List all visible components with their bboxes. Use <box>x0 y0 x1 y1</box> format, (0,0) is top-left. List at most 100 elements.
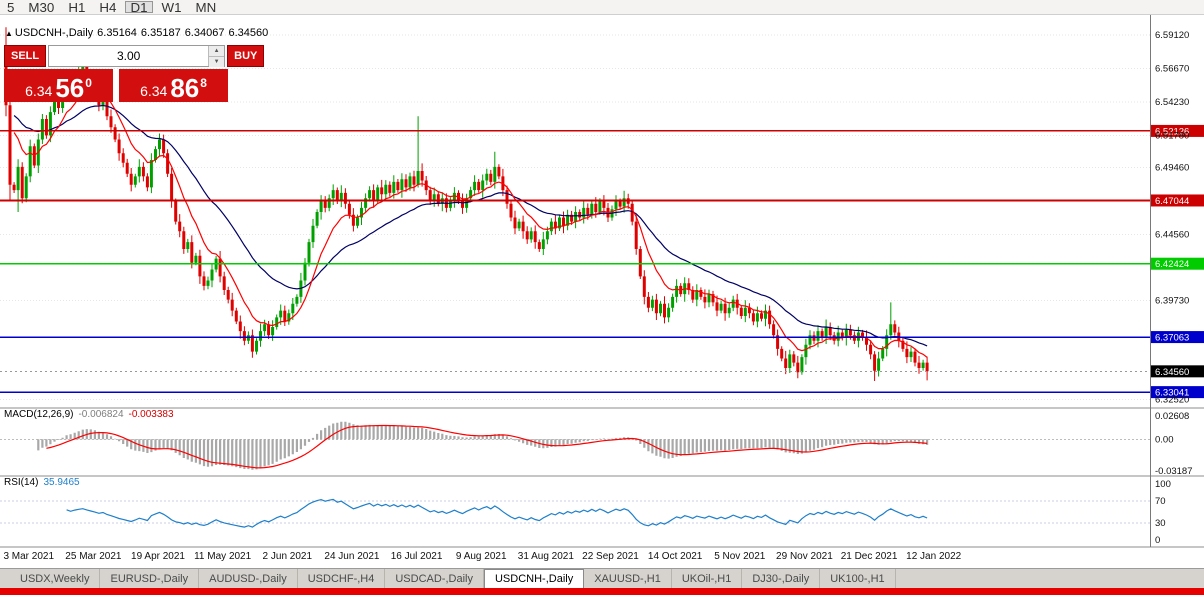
macd-signal-value: -0.003383 <box>128 409 174 420</box>
bar-high: 6.35187 <box>140 27 181 39</box>
price-axis-tick: 6.32520 <box>1155 394 1189 405</box>
price-axis-tick: 6.39730 <box>1155 296 1189 307</box>
price-axis-tick: 6.49460 <box>1155 162 1189 173</box>
rsi-indicator-label: RSI(14) 35.9465 <box>4 477 80 488</box>
rsi-axis-tick: 100 <box>1155 479 1171 490</box>
macd-axis-tick: 0.02608 <box>1155 411 1189 422</box>
current-price-tag <box>1151 365 1204 378</box>
rsi-line <box>66 498 928 528</box>
x-axis-label: 9 Aug 2021 <box>456 551 507 562</box>
level-price-tag <box>1151 331 1204 344</box>
buy-price-box[interactable]: 6.34 86 8 <box>119 69 228 102</box>
chart-tab-usdcnh-daily[interactable]: USDCNH-,Daily <box>483 569 585 588</box>
sell-price-box[interactable]: 6.34 56 0 <box>4 69 113 102</box>
level-price-tag-text: 6.42424 <box>1155 259 1189 270</box>
x-axis-label: 24 Jun 2021 <box>324 551 379 562</box>
x-axis-label: 12 Jan 2022 <box>906 551 961 562</box>
bar-open: 6.35164 <box>97 27 137 39</box>
macd-signal-line <box>46 424 928 469</box>
rsi-axis-tick: 70 <box>1155 496 1166 507</box>
macd-indicator-label: MACD(12,26,9) -0.006824 -0.003383 <box>4 409 174 420</box>
x-axis-label: 31 Aug 2021 <box>518 551 575 562</box>
bottom-red-strip <box>0 588 1204 595</box>
x-axis-label: 2 Jun 2021 <box>263 551 313 562</box>
rsi-value: 35.9465 <box>43 477 80 488</box>
sell-price-pip: 0 <box>85 76 92 90</box>
timeframe-button-mn[interactable]: MN <box>191 1 222 14</box>
ma-slow-line <box>13 104 928 347</box>
buy-price-prefix: 6.34 <box>140 82 168 99</box>
chart-tab-usdcad-daily[interactable]: USDCAD-,Daily <box>385 569 484 588</box>
macd-axis-tick: 0.00 <box>1155 434 1174 445</box>
level-price-tag <box>1151 257 1204 270</box>
bar-low: 6.34067 <box>184 27 225 39</box>
timeframe-button-5[interactable]: 5 <box>2 1 19 14</box>
bar-close: 6.34560 <box>228 27 269 39</box>
level-price-tag-text: 6.47044 <box>1155 196 1189 207</box>
chart-info-line: ▲ USDCNH-,Daily 6.35164 6.35187 6.34067 6.345… <box>5 27 272 39</box>
chart-tab-usdchf-h4[interactable]: USDCHF-,H4 <box>298 569 386 588</box>
x-axis-label: 16 Jul 2021 <box>391 551 443 562</box>
level-price-tag <box>1151 386 1204 399</box>
level-price-tag <box>1151 194 1204 207</box>
chart-tab-dj30-daily[interactable]: DJ30-,Daily <box>742 569 821 588</box>
macd-main-value: -0.006824 <box>78 409 124 420</box>
chart-tab-audusd-daily[interactable]: AUDUSD-,Daily <box>199 569 298 588</box>
price-axis-tick: 6.56670 <box>1155 64 1189 75</box>
volume-decrease-button[interactable]: ▼ <box>209 57 225 67</box>
time-axis[interactable] <box>0 548 1150 566</box>
volume-increase-button[interactable]: ▲ <box>209 46 225 57</box>
chart-tab-usdx-weekly[interactable]: USDX,Weekly <box>10 569 101 588</box>
price-axis-tick: 6.51780 <box>1155 131 1189 142</box>
volume-field: ▲ ▼ <box>48 45 226 67</box>
sell-button[interactable]: SELL <box>4 45 47 67</box>
timeframe-button-d1[interactable]: D1 <box>125 1 153 14</box>
rsi-axis-tick: 30 <box>1155 518 1166 529</box>
macd-name: MACD(12,26,9) <box>4 409 74 420</box>
timeframe-button-m30[interactable]: M30 <box>23 1 59 14</box>
chart-tab-ukoil-h1[interactable]: UKOil-,H1 <box>672 569 743 588</box>
x-axis-label: 3 Mar 2021 <box>3 551 54 562</box>
x-axis-label: 22 Sep 2021 <box>582 551 639 562</box>
x-axis-label: 19 Apr 2021 <box>131 551 185 562</box>
level-price-tag <box>1151 124 1204 137</box>
chart-tab-bar: USDX,Weekly EURUSD-,Daily AUDUSD-,Daily USD… <box>0 568 1204 588</box>
chart-tab-eurusd-daily[interactable]: EURUSD-,Daily <box>100 569 200 588</box>
chart-shift-icon: ▲ <box>5 29 13 38</box>
level-price-tag-text: 6.37063 <box>1155 333 1189 344</box>
price-axis-tick: 6.59120 <box>1155 30 1189 41</box>
rsi-panel-surface[interactable] <box>0 477 1150 546</box>
x-axis-label: 21 Dec 2021 <box>841 551 898 562</box>
price-axis[interactable] <box>1150 14 1204 547</box>
timeframe-button-h4[interactable]: H4 <box>94 1 121 14</box>
sell-price-big: 56 <box>55 72 85 103</box>
x-axis-label: 5 Nov 2021 <box>714 551 766 562</box>
buy-price-pip: 8 <box>200 76 207 90</box>
chart-tab-uk100-h1[interactable]: UK100-,H1 <box>820 569 896 588</box>
x-axis-label: 29 Nov 2021 <box>776 551 833 562</box>
volume-spinner: ▲ ▼ <box>208 46 225 67</box>
timeframe-button-h1[interactable]: H1 <box>63 1 90 14</box>
buy-button[interactable]: BUY <box>227 45 265 67</box>
chart-tab-xauusd-h1[interactable]: XAUUSD-,H1 <box>584 569 672 588</box>
macd-axis-tick: -0.03187 <box>1155 466 1193 477</box>
timeframe-button-w1[interactable]: W1 <box>157 1 187 14</box>
ma-fast-line <box>13 87 928 358</box>
sell-price-prefix: 6.34 <box>25 82 53 99</box>
rsi-axis-tick: 0 <box>1155 535 1160 546</box>
x-axis-label: 11 May 2021 <box>194 551 252 562</box>
current-price-tag-text: 6.34560 <box>1155 367 1189 378</box>
price-axis-tick: 6.44560 <box>1155 229 1189 240</box>
level-price-tag-text: 6.52126 <box>1155 126 1189 137</box>
volume-input[interactable] <box>49 46 209 66</box>
x-axis-label: 14 Oct 2021 <box>648 551 703 562</box>
rsi-name: RSI(14) <box>4 477 39 488</box>
timeframe-toolbar: 5 M30 H1 H4 D1 W1 MN <box>0 0 1204 15</box>
buy-price-big: 86 <box>170 72 200 103</box>
price-axis-tick: 6.54230 <box>1155 97 1189 108</box>
x-axis-label: 25 Mar 2021 <box>65 551 122 562</box>
chart-symbol-period: USDCNH-,Daily <box>14 27 94 39</box>
level-price-tag-text: 6.33041 <box>1155 388 1189 399</box>
